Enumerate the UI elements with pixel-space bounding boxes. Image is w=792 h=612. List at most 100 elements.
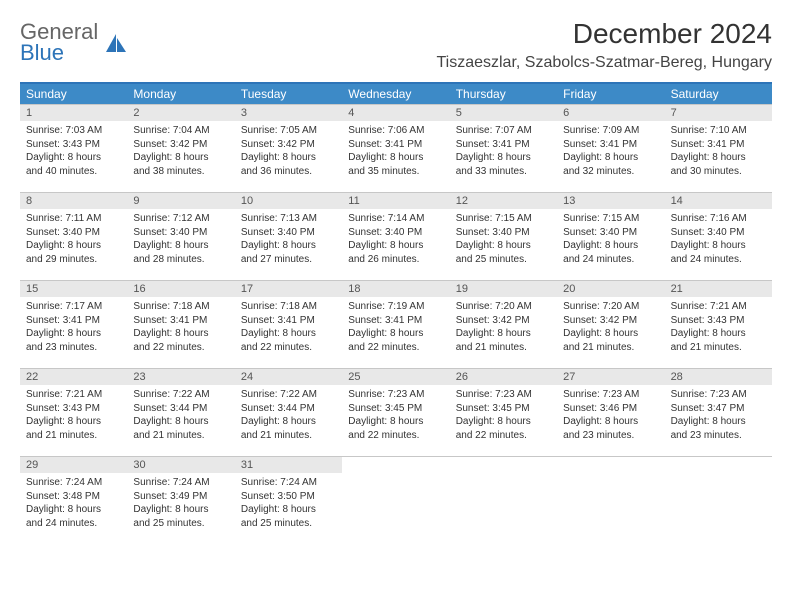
info-line: Daylight: 8 hours <box>348 327 443 341</box>
info-line: and 25 minutes. <box>133 517 228 531</box>
info-line: Sunset: 3:40 PM <box>563 226 658 240</box>
info-line: Sunset: 3:41 PM <box>241 314 336 328</box>
info-line: Daylight: 8 hours <box>456 151 551 165</box>
info-line: Daylight: 8 hours <box>348 151 443 165</box>
info-line: and 21 minutes. <box>671 341 766 355</box>
calendar-cell: 1Sunrise: 7:03 AMSunset: 3:43 PMDaylight… <box>20 104 127 192</box>
brand-text: General Blue <box>20 22 98 64</box>
info-line: Sunrise: 7:19 AM <box>348 300 443 314</box>
info-line: Sunset: 3:47 PM <box>671 402 766 416</box>
info-line: Sunrise: 7:21 AM <box>671 300 766 314</box>
calendar-cell: 18Sunrise: 7:19 AMSunset: 3:41 PMDayligh… <box>342 280 449 368</box>
day-info: Sunrise: 7:15 AMSunset: 3:40 PMDaylight:… <box>557 209 664 270</box>
info-line: Sunset: 3:45 PM <box>348 402 443 416</box>
info-line: Sunset: 3:49 PM <box>133 490 228 504</box>
day-info: Sunrise: 7:14 AMSunset: 3:40 PMDaylight:… <box>342 209 449 270</box>
info-line: Sunset: 3:48 PM <box>26 490 121 504</box>
info-line: and 22 minutes. <box>348 429 443 443</box>
day-number: 9 <box>127 193 234 209</box>
calendar-cell: 26Sunrise: 7:23 AMSunset: 3:45 PMDayligh… <box>450 368 557 456</box>
info-line: Sunrise: 7:23 AM <box>671 388 766 402</box>
info-line: Daylight: 8 hours <box>671 151 766 165</box>
info-line: and 24 minutes. <box>26 517 121 531</box>
title-block: December 2024 Tiszaeszlar, Szabolcs-Szat… <box>436 18 772 72</box>
calendar-cell: 2Sunrise: 7:04 AMSunset: 3:42 PMDaylight… <box>127 104 234 192</box>
info-line: Sunrise: 7:24 AM <box>241 476 336 490</box>
location: Tiszaeszlar, Szabolcs-Szatmar-Bereg, Hun… <box>436 54 772 72</box>
info-line: Sunset: 3:43 PM <box>26 138 121 152</box>
calendar-cell-empty <box>342 456 449 544</box>
info-line: and 25 minutes. <box>241 517 336 531</box>
info-line: Sunrise: 7:20 AM <box>563 300 658 314</box>
day-number: 6 <box>557 105 664 121</box>
day-number: 4 <box>342 105 449 121</box>
info-line: Daylight: 8 hours <box>241 239 336 253</box>
day-info: Sunrise: 7:23 AMSunset: 3:46 PMDaylight:… <box>557 385 664 446</box>
info-line: and 22 minutes. <box>241 341 336 355</box>
info-line: and 23 minutes. <box>671 429 766 443</box>
calendar-cell: 25Sunrise: 7:23 AMSunset: 3:45 PMDayligh… <box>342 368 449 456</box>
info-line: Daylight: 8 hours <box>563 239 658 253</box>
info-line: Daylight: 8 hours <box>133 239 228 253</box>
info-line: Daylight: 8 hours <box>26 415 121 429</box>
info-line: Daylight: 8 hours <box>26 239 121 253</box>
day-number: 26 <box>450 369 557 385</box>
info-line: Sunset: 3:40 PM <box>456 226 551 240</box>
info-line: Daylight: 8 hours <box>133 503 228 517</box>
day-number: 23 <box>127 369 234 385</box>
day-number: 20 <box>557 281 664 297</box>
info-line: Sunrise: 7:24 AM <box>26 476 121 490</box>
info-line: Daylight: 8 hours <box>456 239 551 253</box>
info-line: Daylight: 8 hours <box>348 415 443 429</box>
info-line: Sunset: 3:44 PM <box>133 402 228 416</box>
calendar-cell: 15Sunrise: 7:17 AMSunset: 3:41 PMDayligh… <box>20 280 127 368</box>
calendar-cell: 29Sunrise: 7:24 AMSunset: 3:48 PMDayligh… <box>20 456 127 544</box>
day-number: 27 <box>557 369 664 385</box>
calendar-cell: 8Sunrise: 7:11 AMSunset: 3:40 PMDaylight… <box>20 192 127 280</box>
info-line: Sunrise: 7:09 AM <box>563 124 658 138</box>
day-info: Sunrise: 7:12 AMSunset: 3:40 PMDaylight:… <box>127 209 234 270</box>
day-number: 2 <box>127 105 234 121</box>
info-line: Sunset: 3:43 PM <box>671 314 766 328</box>
info-line: Daylight: 8 hours <box>671 327 766 341</box>
page: General Blue December 2024 Tiszaeszlar, … <box>0 0 792 554</box>
info-line: and 26 minutes. <box>348 253 443 267</box>
day-number: 3 <box>235 105 342 121</box>
day-number: 7 <box>665 105 772 121</box>
info-line: Sunset: 3:42 PM <box>456 314 551 328</box>
info-line: Sunrise: 7:05 AM <box>241 124 336 138</box>
day-info: Sunrise: 7:19 AMSunset: 3:41 PMDaylight:… <box>342 297 449 358</box>
day-number: 19 <box>450 281 557 297</box>
info-line: and 38 minutes. <box>133 165 228 179</box>
day-number: 8 <box>20 193 127 209</box>
day-number: 13 <box>557 193 664 209</box>
day-info: Sunrise: 7:24 AMSunset: 3:49 PMDaylight:… <box>127 473 234 534</box>
calendar-grid: SundayMondayTuesdayWednesdayThursdayFrid… <box>20 82 772 544</box>
info-line: Sunset: 3:40 PM <box>133 226 228 240</box>
info-line: Daylight: 8 hours <box>348 239 443 253</box>
info-line: and 28 minutes. <box>133 253 228 267</box>
weekday-header: Saturday <box>665 84 772 104</box>
info-line: Sunrise: 7:23 AM <box>348 388 443 402</box>
info-line: Sunset: 3:42 PM <box>241 138 336 152</box>
info-line: Sunset: 3:41 PM <box>456 138 551 152</box>
info-line: Sunrise: 7:12 AM <box>133 212 228 226</box>
calendar-cell: 16Sunrise: 7:18 AMSunset: 3:41 PMDayligh… <box>127 280 234 368</box>
calendar-cell: 3Sunrise: 7:05 AMSunset: 3:42 PMDaylight… <box>235 104 342 192</box>
info-line: Daylight: 8 hours <box>563 327 658 341</box>
info-line: and 25 minutes. <box>456 253 551 267</box>
day-info: Sunrise: 7:24 AMSunset: 3:50 PMDaylight:… <box>235 473 342 534</box>
info-line: and 40 minutes. <box>26 165 121 179</box>
info-line: Daylight: 8 hours <box>133 415 228 429</box>
info-line: and 22 minutes. <box>348 341 443 355</box>
day-info: Sunrise: 7:11 AMSunset: 3:40 PMDaylight:… <box>20 209 127 270</box>
day-number: 29 <box>20 457 127 473</box>
info-line: Sunrise: 7:15 AM <box>456 212 551 226</box>
info-line: Daylight: 8 hours <box>563 415 658 429</box>
calendar-cell: 5Sunrise: 7:07 AMSunset: 3:41 PMDaylight… <box>450 104 557 192</box>
info-line: Sunset: 3:41 PM <box>26 314 121 328</box>
calendar-cell: 14Sunrise: 7:16 AMSunset: 3:40 PMDayligh… <box>665 192 772 280</box>
info-line: Sunrise: 7:18 AM <box>133 300 228 314</box>
info-line: Daylight: 8 hours <box>456 327 551 341</box>
info-line: Sunrise: 7:13 AM <box>241 212 336 226</box>
